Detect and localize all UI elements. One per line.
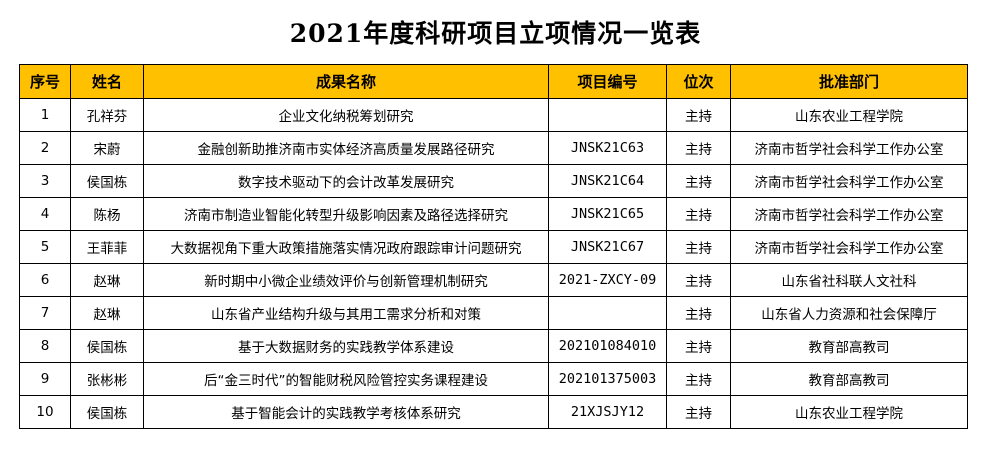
cell-name: 孔祥芬 <box>70 98 144 132</box>
cell-index: 8 <box>19 329 71 363</box>
cell-project-title: 金融创新助推济南市实体经济高质量发展路径研究 <box>143 131 549 165</box>
cell-project-title: 数字技术驱动下的会计改革发展研究 <box>143 164 549 198</box>
cell-project-code: 202101375003 <box>548 362 667 396</box>
cell-role: 主持 <box>666 131 731 165</box>
cell-approving-dept: 教育部高教司 <box>730 362 968 396</box>
cell-approving-dept: 山东农业工程学院 <box>730 395 968 429</box>
cell-approving-dept: 济南市哲学社会科学工作办公室 <box>730 164 968 198</box>
cell-index: 6 <box>19 263 71 297</box>
cell-project-code <box>548 296 667 330</box>
header-index: 序号 <box>19 64 71 99</box>
cell-role: 主持 <box>666 296 731 330</box>
header-name: 姓名 <box>70 64 144 99</box>
cell-name: 赵琳 <box>70 263 144 297</box>
cell-project-title: 企业文化纳税筹划研究 <box>143 98 549 132</box>
cell-project-code: JNSK21C63 <box>548 131 667 165</box>
cell-index: 4 <box>19 197 71 231</box>
cell-role: 主持 <box>666 395 731 429</box>
cell-project-code: JNSK21C67 <box>548 230 667 264</box>
table-row: 4 陈杨 济南市制造业智能化转型升级影响因素及路径选择研究 JNSK21C65 … <box>19 197 968 231</box>
cell-index: 9 <box>19 362 71 396</box>
header-row: 序号 姓名 成果名称 项目编号 位次 批准部门 <box>19 64 968 99</box>
cell-project-title: 后“金三时代”的智能财税风险管控实务课程建设 <box>143 362 549 396</box>
cell-index: 2 <box>19 131 71 165</box>
page-title: 2021年度科研项目立项情况一览表 <box>289 19 702 48</box>
table-row: 10 侯国栋 基于智能会计的实践教学考核体系研究 21XJSJY12 主持 山东… <box>19 395 968 429</box>
header-role: 位次 <box>666 64 731 99</box>
cell-index: 10 <box>19 395 71 429</box>
table-row: 5 王菲菲 大数据视角下重大政策措施落实情况政府跟踪审计问题研究 JNSK21C… <box>19 230 968 264</box>
cell-project-code: 21XJSJY12 <box>548 395 667 429</box>
cell-project-code: JNSK21C64 <box>548 164 667 198</box>
cell-approving-dept: 济南市哲学社会科学工作办公室 <box>730 131 968 165</box>
cell-name: 宋蔚 <box>70 131 144 165</box>
cell-role: 主持 <box>666 329 731 363</box>
cell-role: 主持 <box>666 197 731 231</box>
cell-role: 主持 <box>666 230 731 264</box>
cell-project-code: JNSK21C65 <box>548 197 667 231</box>
cell-name: 侯国栋 <box>70 395 144 429</box>
cell-name: 张彬彬 <box>70 362 144 396</box>
cell-name: 王菲菲 <box>70 230 144 264</box>
cell-project-code <box>548 98 667 132</box>
cell-role: 主持 <box>666 263 731 297</box>
table-row: 3 侯国栋 数字技术驱动下的会计改革发展研究 JNSK21C64 主持 济南市哲… <box>19 164 968 198</box>
cell-index: 7 <box>19 296 71 330</box>
cell-role: 主持 <box>666 164 731 198</box>
cell-index: 5 <box>19 230 71 264</box>
cell-approving-dept: 山东省社科联人文社科 <box>730 263 968 297</box>
table-row: 8 侯国栋 基于大数据财务的实践教学体系建设 202101084010 主持 教… <box>19 329 968 363</box>
cell-approving-dept: 济南市哲学社会科学工作办公室 <box>730 197 968 231</box>
cell-project-title: 大数据视角下重大政策措施落实情况政府跟踪审计问题研究 <box>143 230 549 264</box>
cell-approving-dept: 山东省人力资源和社会保障厅 <box>730 296 968 330</box>
cell-name: 侯国栋 <box>70 329 144 363</box>
cell-project-title: 新时期中小微企业绩效评价与创新管理机制研究 <box>143 263 549 297</box>
table-row: 1 孔祥芬 企业文化纳税筹划研究 主持 山东农业工程学院 <box>19 98 968 132</box>
cell-approving-dept: 教育部高教司 <box>730 329 968 363</box>
table-row: 2 宋蔚 金融创新助推济南市实体经济高质量发展路径研究 JNSK21C63 主持… <box>19 131 968 165</box>
cell-role: 主持 <box>666 362 731 396</box>
header-approving-dept: 批准部门 <box>730 64 968 99</box>
cell-project-title: 山东省产业结构升级与其用工需求分析和对策 <box>143 296 549 330</box>
cell-project-code: 202101084010 <box>548 329 667 363</box>
cell-name: 陈杨 <box>70 197 144 231</box>
cell-name: 赵琳 <box>70 296 144 330</box>
cell-index: 3 <box>19 164 71 198</box>
header-project-title: 成果名称 <box>143 64 549 99</box>
cell-approving-dept: 济南市哲学社会科学工作办公室 <box>730 230 968 264</box>
table-row: 7 赵琳 山东省产业结构升级与其用工需求分析和对策 主持 山东省人力资源和社会保… <box>19 296 968 330</box>
cell-approving-dept: 山东农业工程学院 <box>730 98 968 132</box>
cell-role: 主持 <box>666 98 731 132</box>
cell-project-title: 济南市制造业智能化转型升级影响因素及路径选择研究 <box>143 197 549 231</box>
header-project-code: 项目编号 <box>548 64 667 99</box>
cell-project-title: 基于大数据财务的实践教学体系建设 <box>143 329 549 363</box>
project-table: 序号 姓名 成果名称 项目编号 位次 批准部门 1 孔祥芬 企业文化纳税筹划研究… <box>19 64 968 429</box>
cell-index: 1 <box>19 98 71 132</box>
cell-project-title: 基于智能会计的实践教学考核体系研究 <box>143 395 549 429</box>
cell-name: 侯国栋 <box>70 164 144 198</box>
table-row: 6 赵琳 新时期中小微企业绩效评价与创新管理机制研究 2021-ZXCY-09 … <box>19 263 968 297</box>
table-row: 9 张彬彬 后“金三时代”的智能财税风险管控实务课程建设 20210137500… <box>19 362 968 396</box>
cell-project-code: 2021-ZXCY-09 <box>548 263 667 297</box>
